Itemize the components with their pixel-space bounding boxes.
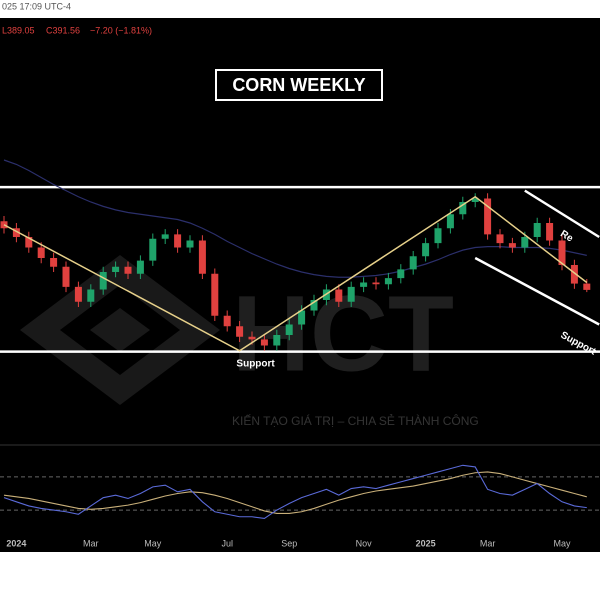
- candle-body: [161, 234, 169, 239]
- candle-body: [533, 223, 541, 237]
- support-label: Support: [236, 358, 275, 369]
- moving-average: [3, 159, 587, 278]
- candle-body: [446, 214, 454, 229]
- candle-body: [372, 282, 380, 285]
- zigzag-line: [3, 195, 588, 352]
- candle-body: [248, 336, 256, 340]
- x-tick-label: Sep: [281, 538, 297, 548]
- candle-body: [50, 258, 58, 267]
- x-tick-label: May: [144, 538, 162, 548]
- candle-body: [508, 243, 516, 248]
- candle-body: [25, 237, 33, 248]
- candle-body: [434, 228, 442, 244]
- candle-body: [74, 286, 82, 302]
- candle-body: [174, 234, 182, 248]
- candle-body: [285, 324, 293, 335]
- channel-line: [474, 256, 600, 326]
- candle-body: [260, 339, 268, 346]
- header-close: C391.56: [46, 25, 80, 35]
- x-tick-label: Mar: [480, 538, 496, 548]
- candle-body: [347, 286, 355, 302]
- candle-body: [198, 240, 206, 274]
- candle-body: [546, 223, 554, 241]
- candle-body: [211, 273, 219, 316]
- candle-body: [37, 247, 45, 258]
- x-tick-label: 2024: [6, 538, 26, 548]
- header-change: −7.20 (−1.81%): [90, 25, 152, 35]
- oscillator-signal: [3, 471, 587, 514]
- candle-body: [12, 228, 20, 237]
- candle-body: [570, 265, 578, 284]
- candle-body: [397, 269, 405, 279]
- x-tick-label: Jul: [221, 538, 233, 548]
- candle-body: [484, 198, 492, 235]
- chart-title: CORN WEEKLY: [232, 75, 365, 95]
- candle-body: [558, 240, 566, 265]
- candle-body: [360, 282, 368, 287]
- channel-line: [524, 189, 600, 239]
- candle-body: [310, 300, 318, 311]
- candle-body: [149, 238, 157, 261]
- x-tick-label: Nov: [356, 538, 373, 548]
- candle-body: [0, 221, 8, 229]
- candle-body: [459, 202, 467, 215]
- candle-body: [223, 315, 231, 327]
- candle-body: [273, 335, 281, 346]
- x-tick-label: Mar: [83, 538, 99, 548]
- oscillator-line: [3, 464, 587, 519]
- candle-body: [62, 266, 70, 287]
- candle-body: [236, 326, 244, 337]
- title-box: [215, 69, 383, 101]
- candle-body: [87, 289, 95, 302]
- candle-body: [124, 266, 132, 274]
- candle-body: [298, 310, 306, 325]
- candle-body: [409, 256, 417, 270]
- header-strip: [0, 0, 600, 18]
- candle-body: [521, 237, 529, 248]
- candle-body: [186, 240, 194, 248]
- candle-body: [136, 260, 144, 274]
- candle-body: [99, 272, 107, 290]
- candle-body: [496, 234, 504, 244]
- header-low: L389.05: [2, 25, 35, 35]
- candle-body: [471, 198, 479, 202]
- x-tick-label: 2025: [416, 538, 436, 548]
- candle-body: [112, 266, 120, 272]
- candle-body: [384, 278, 392, 285]
- watermark-slogan: KIẾN TẠO GIÁ TRỊ – CHIA SẺ THÀNH CÔNG: [232, 413, 479, 428]
- header-time: 025 17:09 UTC-4: [2, 1, 71, 11]
- candle-body: [422, 243, 430, 257]
- watermark-brand: HCT: [232, 273, 454, 394]
- x-tick-label: May: [553, 538, 571, 548]
- candle-body: [335, 289, 343, 302]
- candle-body: [583, 283, 591, 290]
